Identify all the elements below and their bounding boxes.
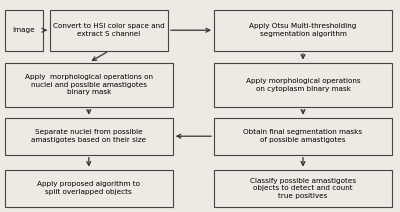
Text: Apply  morphological operations on
nuclei and possible amastigotes
binary mask: Apply morphological operations on nuclei… (25, 74, 153, 95)
FancyBboxPatch shape (5, 10, 43, 51)
Text: Apply proposed algorithm to
split overlapped objects: Apply proposed algorithm to split overla… (37, 181, 140, 195)
Text: Apply morphological operations
on cytoplasm binary mask: Apply morphological operations on cytopl… (246, 78, 360, 92)
FancyBboxPatch shape (5, 118, 173, 155)
FancyBboxPatch shape (5, 170, 173, 207)
Text: Convert to HSI color space and
extract S channel: Convert to HSI color space and extract S… (53, 24, 165, 37)
FancyBboxPatch shape (5, 63, 173, 107)
Text: Apply Otsu Multi-thresholding
segmentation algorithm: Apply Otsu Multi-thresholding segmentati… (249, 24, 357, 37)
Text: Classify possible amastigotes
objects to detect and count
true positives: Classify possible amastigotes objects to… (250, 178, 356, 199)
FancyBboxPatch shape (214, 118, 392, 155)
FancyBboxPatch shape (214, 170, 392, 207)
Text: Obtain final segmentation masks
of possible amastigotes: Obtain final segmentation masks of possi… (244, 130, 362, 143)
FancyBboxPatch shape (214, 63, 392, 107)
Text: Image: Image (12, 27, 35, 33)
FancyBboxPatch shape (214, 10, 392, 51)
FancyBboxPatch shape (50, 10, 168, 51)
Text: Separate nuclei from possible
amastigotes based on their size: Separate nuclei from possible amastigote… (31, 130, 146, 143)
